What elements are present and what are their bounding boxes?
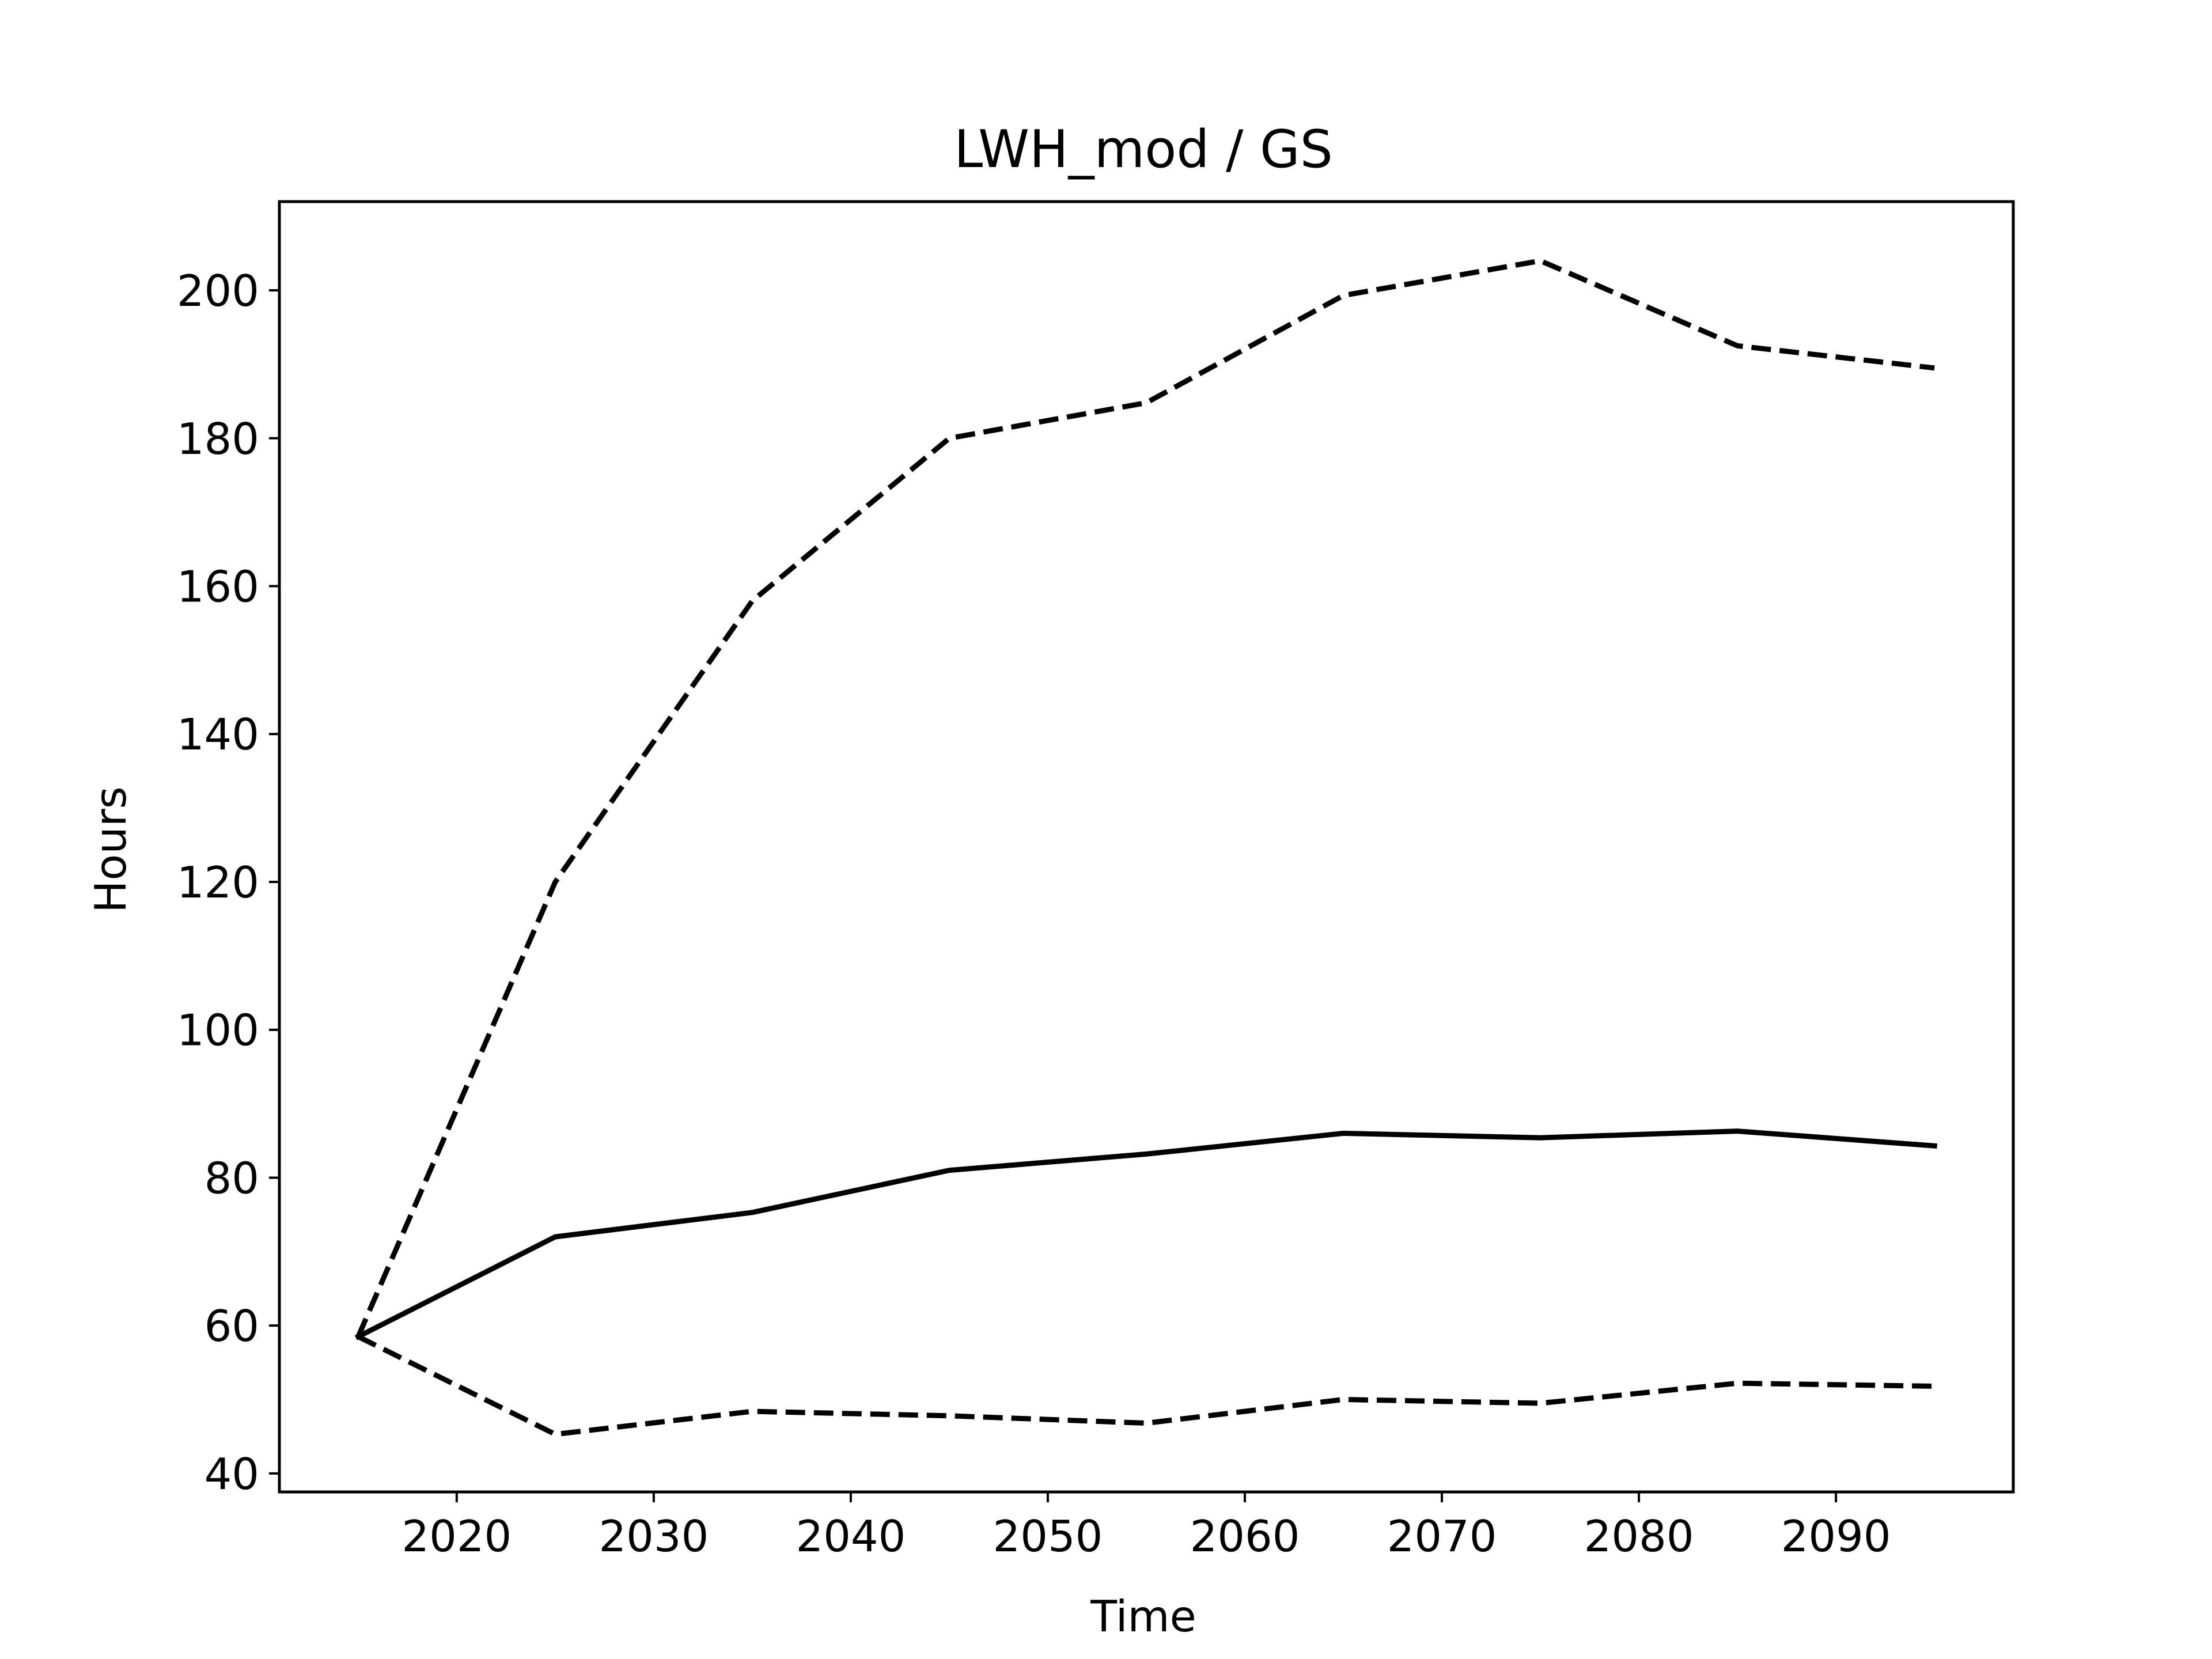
y-tick-label: 160 [177,562,259,612]
x-tick-label: 2040 [796,1511,906,1562]
y-axis-label: Hours [85,786,136,913]
x-axis-label: Time [1090,1591,1196,1642]
y-tick-label: 100 [177,1005,259,1056]
chart-title: LWH_mod / GS [954,119,1333,180]
x-tick-label: 2080 [1584,1511,1694,1562]
x-tick-label: 2090 [1781,1511,1891,1562]
series-line-upper [355,258,1935,1338]
y-tick-label: 120 [177,857,259,908]
x-tick-label: 2070 [1387,1511,1497,1562]
y-tick-label: 80 [204,1153,259,1203]
y-tick-label: 200 [177,266,259,316]
x-tick-label: 2020 [402,1511,512,1562]
series-line-lower [357,1334,1935,1437]
x-tick-label: 2050 [993,1511,1103,1562]
y-tick-label: 60 [204,1301,259,1351]
axes-layer: 2020 2030 2040 2050 2060 2070 2080 2090 40 60 80 10… [177,266,1891,1562]
plot-frame [278,200,2015,1494]
y-tick-label: 180 [177,414,259,464]
series-line-median [354,1128,1938,1340]
x-tick-label: 2030 [599,1511,709,1562]
series-layer [354,258,1938,1437]
x-tick-label: 2060 [1190,1511,1300,1562]
y-tick-label: 40 [204,1449,259,1499]
y-tick-label: 140 [177,709,259,760]
